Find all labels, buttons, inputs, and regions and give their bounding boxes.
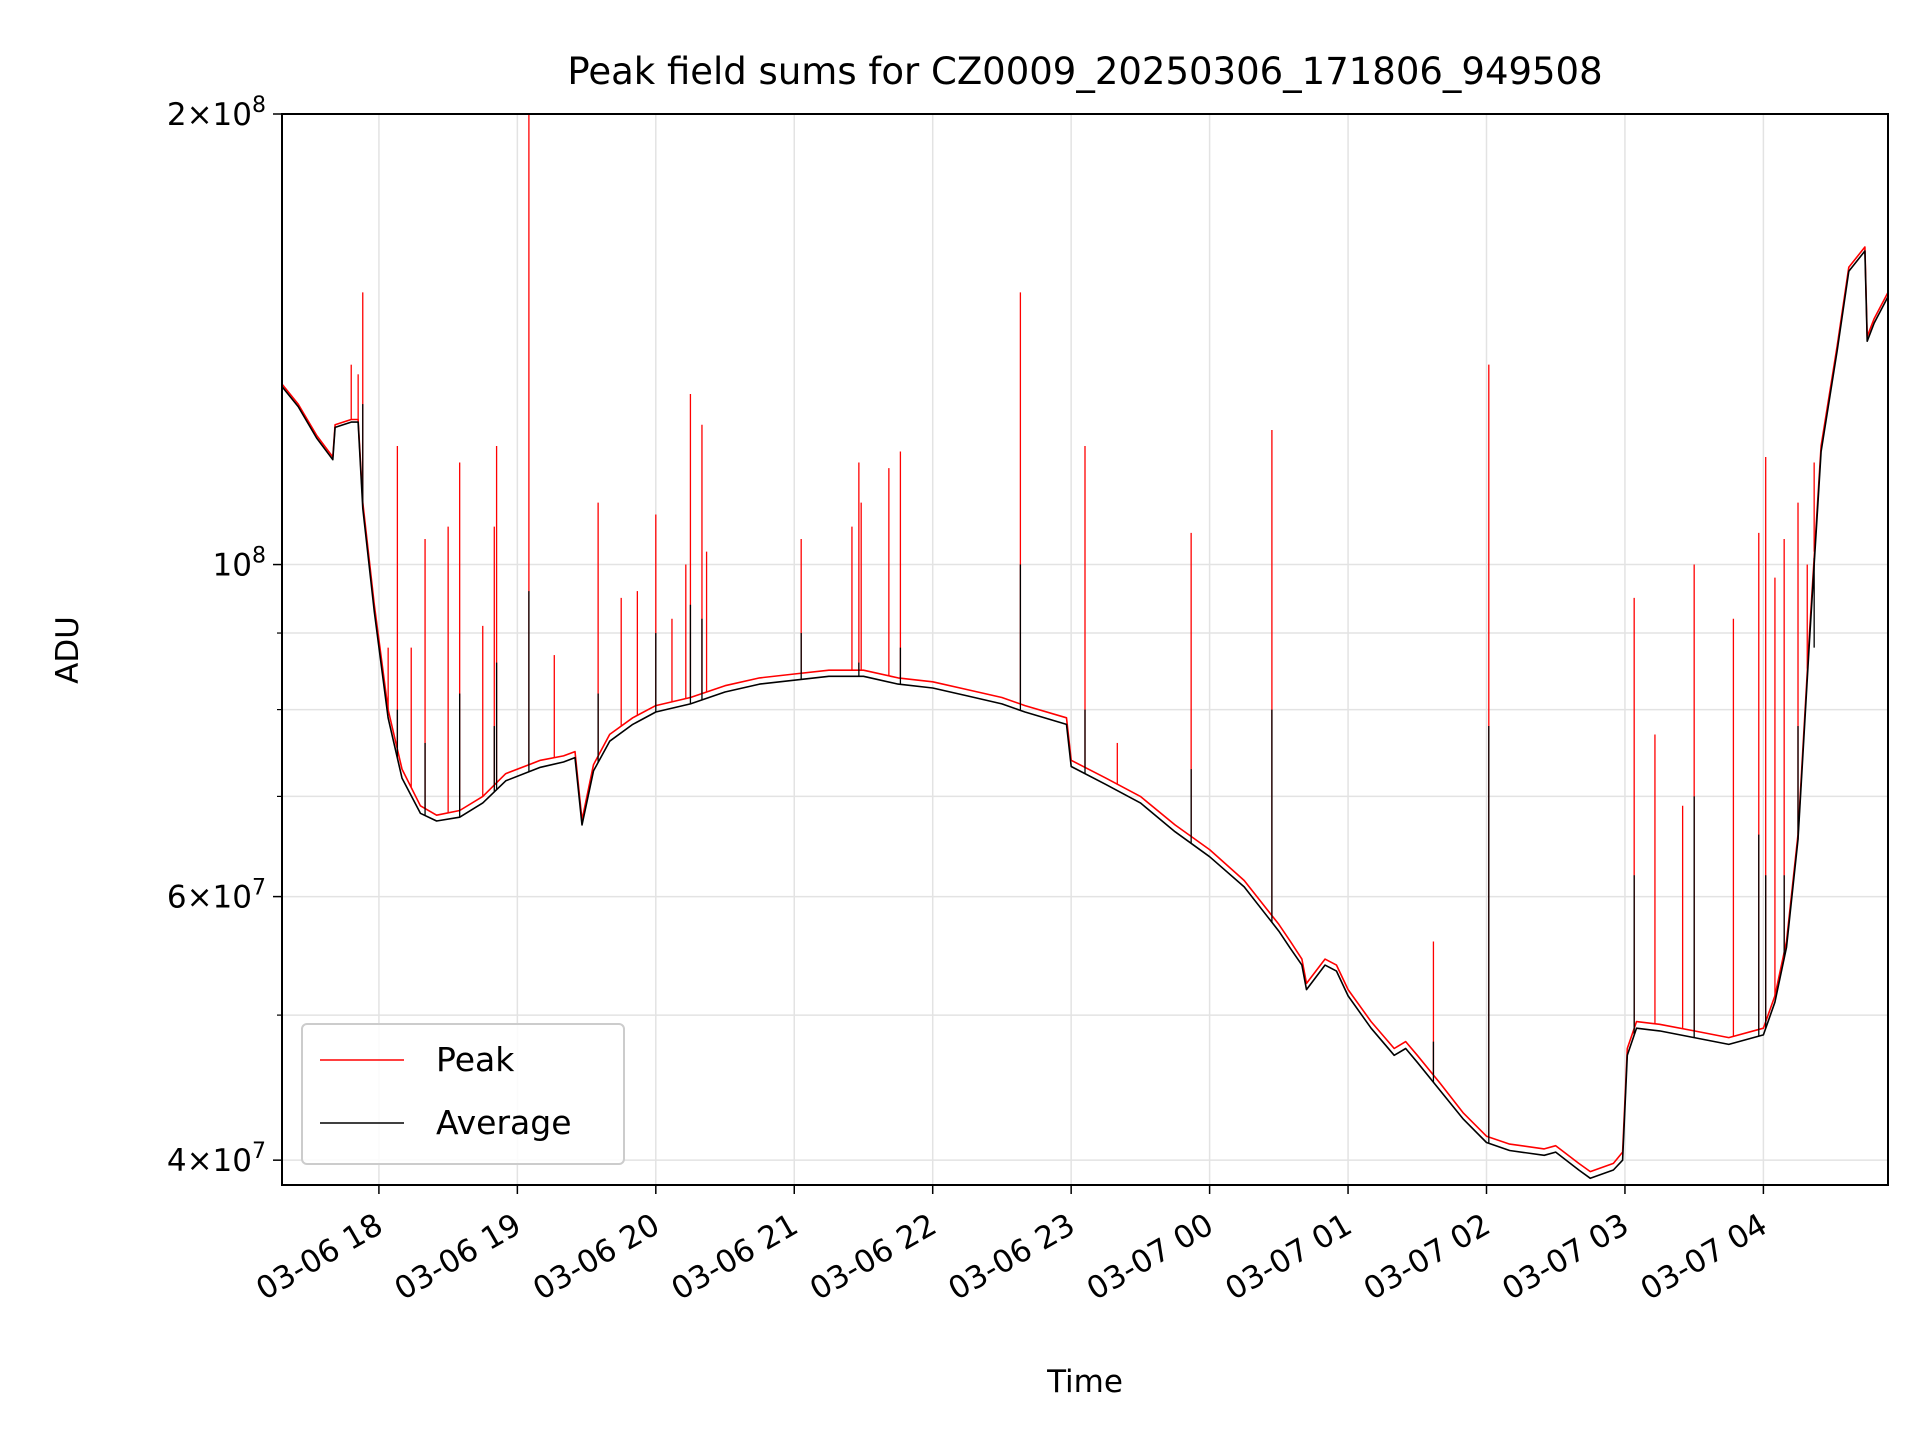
legend-peak-label: Peak	[436, 1040, 515, 1079]
y-tick-base: 6×10	[167, 880, 252, 916]
y-tick-base: 4×10	[167, 1143, 252, 1179]
y-tick-label: 108	[213, 544, 266, 584]
chart-title: Peak field sums for CZ0009_20250306_1718…	[567, 50, 1602, 93]
y-tick-base: 2×10	[167, 97, 252, 133]
x-axis-label: Time	[1046, 1364, 1123, 1400]
legend-box	[301, 1023, 625, 1165]
average-series-line	[282, 250, 1888, 1180]
legend-average-label: Average	[436, 1103, 572, 1142]
y-tick-exponent: 8	[252, 93, 266, 118]
y-tick-label: 2×108	[167, 93, 266, 133]
legend: Peak Average	[301, 1023, 625, 1165]
y-tick-base: 10	[213, 548, 252, 584]
y-tick-exponent: 7	[252, 1139, 266, 1164]
y-tick-label: 4×107	[167, 1139, 266, 1179]
peak-series-line	[282, 246, 1888, 1173]
y-tick-exponent: 7	[252, 876, 266, 901]
y-axis-label: ADU	[50, 616, 86, 684]
y-tick-exponent: 8	[252, 544, 266, 569]
series-group	[282, 114, 1888, 1180]
y-tick-label: 6×107	[167, 876, 266, 916]
plot-frame	[281, 113, 1889, 1186]
